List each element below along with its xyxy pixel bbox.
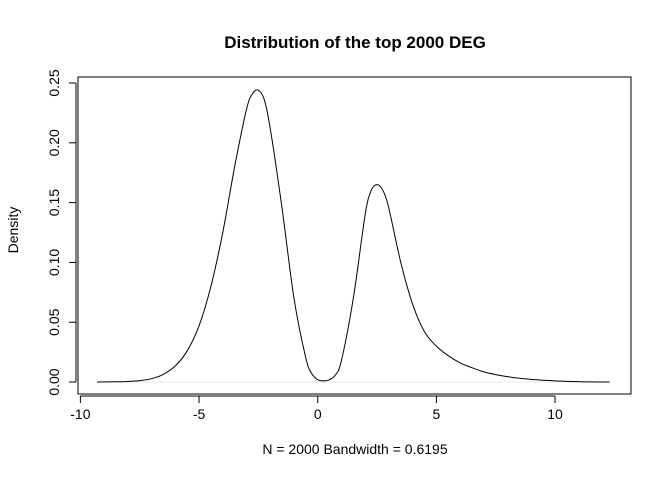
y-axis-label: Density [5,207,21,254]
y-tick-label: 0.10 [46,249,62,276]
y-axis: 0.00 0.05 0.10 0.15 0.20 0.25 [46,69,77,396]
x-tick-label: 10 [547,406,563,422]
x-tick-label: -5 [193,406,206,422]
y-tick-label: 0.00 [46,368,62,395]
plot-frame [77,76,632,395]
x-tick-label: -10 [70,406,90,422]
chart-title: Distribution of the top 2000 DEG [224,33,486,52]
x-tick-label: 0 [314,406,322,422]
y-tick-label: 0.15 [46,189,62,216]
density-curve [96,89,610,383]
x-tick-label: 5 [432,406,440,422]
y-tick-label: 0.05 [46,308,62,335]
x-axis-label: N = 2000 Bandwidth = 0.6195 [262,441,447,457]
y-tick-label: 0.20 [46,129,62,156]
y-tick-label: 0.25 [46,69,62,96]
x-axis: -10 -5 0 5 10 [70,395,563,422]
